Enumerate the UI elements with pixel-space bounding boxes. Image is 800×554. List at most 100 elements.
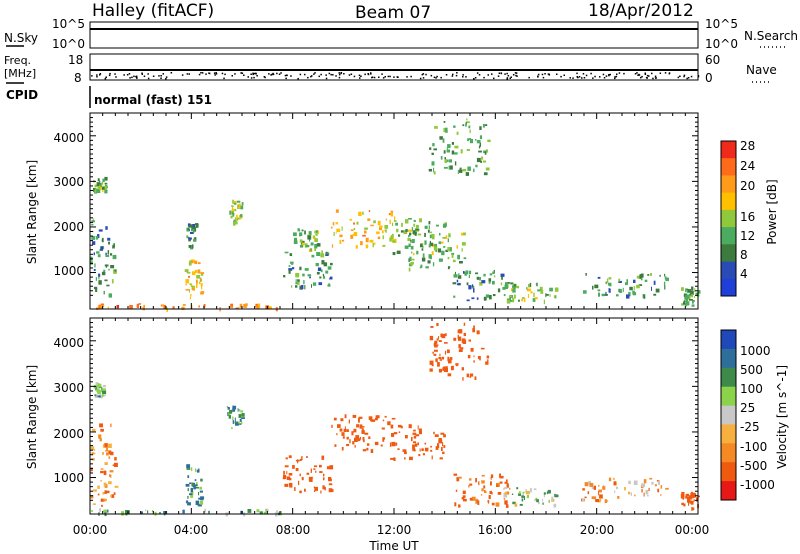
heatmap-cell bbox=[598, 484, 600, 487]
heatmap-cell bbox=[685, 298, 688, 303]
heatmap-cell bbox=[461, 248, 463, 252]
heatmap-cell bbox=[93, 187, 97, 192]
heatmap-cell bbox=[201, 285, 203, 290]
heatmap-cell bbox=[651, 286, 652, 291]
heatmap-cell bbox=[691, 294, 694, 298]
heatmap-cell bbox=[397, 424, 402, 428]
heatmap-cell bbox=[395, 222, 398, 226]
heatmap-cell bbox=[238, 409, 241, 412]
heatmap-cell bbox=[107, 306, 109, 310]
heatmap-cell bbox=[481, 480, 485, 484]
heatmap-cell bbox=[687, 496, 691, 501]
heatmap-cell bbox=[491, 491, 493, 495]
heatmap-cell bbox=[438, 357, 442, 360]
heatmap-cell bbox=[238, 206, 241, 209]
nave-point bbox=[581, 77, 583, 79]
heatmap-cell bbox=[232, 211, 234, 215]
heatmap-cell bbox=[106, 447, 108, 452]
nave-point bbox=[188, 73, 190, 75]
heatmap-cell bbox=[110, 265, 115, 269]
heatmap-cell bbox=[601, 293, 605, 297]
heatmap-cell bbox=[319, 471, 323, 473]
heatmap-cell bbox=[453, 274, 458, 278]
heatmap-cell bbox=[411, 258, 415, 261]
heatmap-cell bbox=[187, 223, 191, 227]
velocity-axis-ticks bbox=[89, 317, 699, 514]
heatmap-cell bbox=[333, 417, 337, 421]
velocity-heatmap bbox=[90, 322, 700, 517]
heatmap-cell bbox=[355, 245, 358, 249]
heatmap-cell bbox=[90, 467, 93, 472]
heatmap-cell bbox=[412, 441, 417, 444]
heatmap-cell bbox=[476, 157, 481, 163]
vel-cbar-tick: 1000 bbox=[740, 344, 771, 358]
nave-point bbox=[256, 75, 258, 77]
heatmap-cell bbox=[390, 235, 394, 239]
heatmap-cell bbox=[96, 188, 101, 193]
heatmap-cell bbox=[190, 487, 193, 493]
nave-point bbox=[548, 73, 550, 76]
heatmap-cell bbox=[307, 235, 312, 240]
nave-point bbox=[200, 72, 202, 74]
heatmap-cell bbox=[90, 446, 95, 451]
nave-point bbox=[381, 73, 383, 75]
heatmap-cell bbox=[479, 142, 481, 147]
heatmap-cell bbox=[593, 496, 597, 500]
colorbar-segment bbox=[721, 481, 736, 501]
heatmap-cell bbox=[435, 224, 439, 227]
heatmap-cell bbox=[375, 415, 380, 419]
vel-cbar-tick: -500 bbox=[740, 459, 767, 473]
colorbar-segment bbox=[721, 261, 736, 280]
heatmap-cell bbox=[185, 283, 187, 286]
heatmap-cell bbox=[102, 394, 104, 397]
heatmap-cell bbox=[235, 421, 239, 426]
heatmap-cell bbox=[382, 244, 386, 247]
cpid-text: normal (fast) 151 bbox=[94, 93, 212, 107]
heatmap-cell bbox=[299, 490, 302, 494]
heatmap-cell bbox=[228, 306, 233, 308]
heatmap-cell bbox=[442, 367, 445, 371]
heatmap-cell bbox=[598, 292, 600, 297]
nave-point bbox=[126, 74, 129, 76]
heatmap-cell bbox=[428, 244, 431, 248]
heatmap-cell bbox=[315, 233, 318, 236]
heatmap-cell bbox=[644, 279, 648, 282]
heatmap-cell bbox=[101, 388, 104, 391]
nave-point bbox=[430, 74, 433, 77]
heatmap-cell bbox=[100, 428, 104, 432]
heatmap-cell bbox=[485, 167, 490, 171]
nave-point bbox=[585, 74, 588, 77]
heatmap-cell bbox=[664, 273, 666, 277]
heatmap-cell bbox=[289, 253, 293, 256]
heatmap-cell bbox=[354, 445, 356, 448]
heatmap-cell bbox=[100, 468, 104, 471]
heatmap-cell bbox=[435, 358, 438, 363]
heatmap-cell bbox=[283, 275, 286, 278]
nave-point bbox=[393, 76, 395, 78]
nave-point bbox=[136, 76, 138, 79]
heatmap-cell bbox=[628, 491, 631, 495]
heatmap-cell bbox=[432, 262, 435, 267]
heatmap-cell bbox=[312, 237, 316, 239]
heatmap-cell bbox=[381, 427, 385, 430]
heatmap-cell bbox=[444, 333, 447, 337]
heatmap-cell bbox=[433, 343, 436, 346]
cpid-label: CPID bbox=[6, 88, 38, 102]
heatmap-cell bbox=[95, 277, 97, 281]
heatmap-cell bbox=[358, 418, 360, 423]
heatmap-cell bbox=[439, 232, 441, 236]
nave-point bbox=[378, 76, 380, 78]
heatmap-cell bbox=[449, 247, 452, 252]
heatmap-cell bbox=[503, 487, 505, 490]
heatmap-cell bbox=[238, 203, 241, 207]
heatmap-cell bbox=[97, 254, 101, 258]
nave-point bbox=[96, 76, 98, 78]
heatmap-cell bbox=[428, 225, 430, 229]
heatmap-cell bbox=[456, 283, 461, 286]
heatmap-cell bbox=[542, 502, 544, 505]
heatmap-cell bbox=[526, 494, 529, 499]
nave-point bbox=[224, 73, 226, 76]
heatmap-cell bbox=[259, 512, 263, 515]
power-heatmap bbox=[90, 118, 701, 312]
heatmap-cell bbox=[489, 490, 492, 494]
